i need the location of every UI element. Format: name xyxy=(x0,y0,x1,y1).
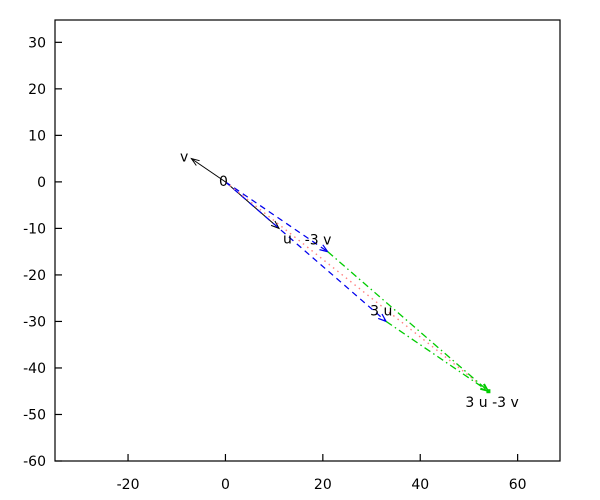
point-label-v: v xyxy=(180,150,188,166)
point-label-3-u: 3 u xyxy=(370,303,392,319)
y-tick-label: 10 xyxy=(28,128,46,144)
sum-point-marker xyxy=(486,389,491,394)
plot-frame xyxy=(54,19,561,462)
y-tick-label: 30 xyxy=(28,35,46,51)
vector-v-line xyxy=(191,158,226,183)
vector-v-arrowhead-icon xyxy=(190,157,200,166)
x-tick-label: 0 xyxy=(221,477,230,493)
vector-3u-minus-3v-line xyxy=(225,181,489,392)
y-tick-label: 20 xyxy=(28,82,46,98)
point-label-u: u xyxy=(283,231,292,247)
x-tick-label: 60 xyxy=(509,477,527,493)
parallelogram-side-from-minus-3v-line xyxy=(327,251,489,392)
y-tick-label: -30 xyxy=(23,314,46,330)
vector-3u-arrowhead-icon xyxy=(377,313,388,323)
y-tick-label: -10 xyxy=(23,221,46,237)
parallelogram-side-from-3u-line xyxy=(385,320,489,392)
vector-u-arrowhead-icon xyxy=(270,220,281,230)
y-tick-label: -40 xyxy=(23,361,46,377)
x-tick-label: 40 xyxy=(411,477,429,493)
x-tick-label: 20 xyxy=(314,477,332,493)
vector-3u-line xyxy=(225,181,387,322)
point-label--3-v: -3 v xyxy=(305,233,332,249)
point-label-3-u--3-v: 3 u -3 v xyxy=(465,395,518,411)
x-tick-label: -20 xyxy=(117,477,140,493)
y-tick-label: -20 xyxy=(23,268,46,284)
y-tick-label: -50 xyxy=(23,407,46,423)
point-label-0: 0 xyxy=(219,174,228,190)
y-tick-label: -60 xyxy=(23,454,46,470)
y-tick-label: 0 xyxy=(37,175,46,191)
